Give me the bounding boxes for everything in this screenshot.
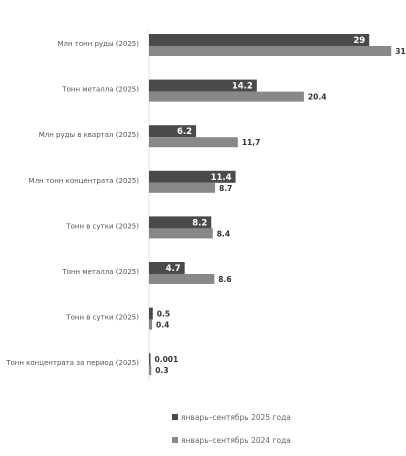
data-label-2025: 0.001 [155,355,179,364]
bar-2025 [149,125,197,138]
data-label-2024: 8.6 [218,275,231,284]
bar-2024 [149,228,213,239]
bar-2024 [149,274,215,284]
category-label: Тонн в сутки (2025) [65,314,139,322]
bar-2025 [149,34,370,46]
bar-2024 [149,365,152,376]
legend-swatch [172,437,178,443]
bar-2024 [149,46,392,56]
data-label-2024: 20.4 [308,93,327,102]
category-label: Тонн в сутки (2025) [65,222,139,230]
bar-2025 [149,170,236,183]
bar-2025 [149,216,212,229]
labels-layer: Млн тонн руды (2025) 29 31,9 Тонн металла (… [5,36,406,375]
data-label-2024: 0.4 [156,321,169,330]
data-label-2025: 11.4 [211,173,232,183]
data-label-2024: 8.7 [219,184,232,193]
bar-2025 [149,262,185,274]
data-label-2025: 14.2 [232,82,253,92]
bars-layer [148,30,392,382]
data-label-2025: 0.5 [157,310,170,319]
legend-label: январь–сентябрь 2025 года [181,413,291,422]
data-label-2024: 31,9 [395,47,406,56]
data-label-2025: 29 [353,36,365,46]
bar-2025 [149,353,151,366]
data-label-2025: 8.2 [192,218,207,228]
data-label-2024: 8.4 [217,229,230,238]
bar-2024 [149,137,238,148]
category-label: Млн тонн концентрата (2025) [29,177,140,185]
data-label-2025: 6.2 [177,127,192,137]
bar-2024 [149,182,216,193]
data-label-2024: 11,7 [242,138,261,147]
bar-2024 [149,91,304,102]
bar-2025 [149,307,153,320]
data-label-2025: 4.7 [166,264,181,274]
category-label: Тонн металла (2025) [61,268,139,276]
data-label-2024: 0.3 [155,366,168,375]
legend-label: январь–сентябрь 2024 года [181,436,291,445]
bar-2025 [149,79,257,92]
category-label: Млн тонн руды (2025) [57,40,139,48]
category-label: Тонн металла (2025) [61,86,139,94]
legend: январь–сентябрь 2025 года январь–сентябрь… [172,413,291,445]
category-label: Тонн концентрата за период (2025) [5,359,139,367]
category-label: Млн руды в квартал (2025) [39,131,140,139]
legend-swatch [172,414,178,420]
bar-2024 [149,319,153,330]
